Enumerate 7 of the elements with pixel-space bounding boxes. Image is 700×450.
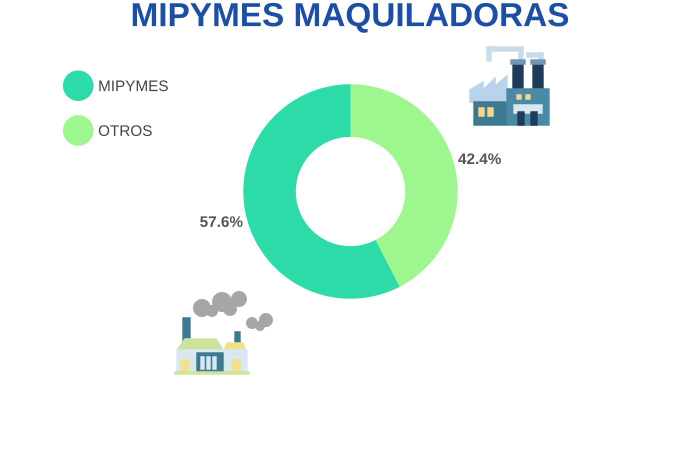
donut-slice — [243, 84, 400, 299]
legend-label: MIPYMES — [99, 80, 168, 92]
data-label: 42.4% — [458, 153, 501, 164]
chart-title: MIPYMES MAQUILADORAS — [132, 2, 568, 33]
legend-label: OTROS — [98, 125, 152, 136]
data-label: 57.6% — [200, 216, 243, 228]
donut-slice — [350, 84, 458, 287]
